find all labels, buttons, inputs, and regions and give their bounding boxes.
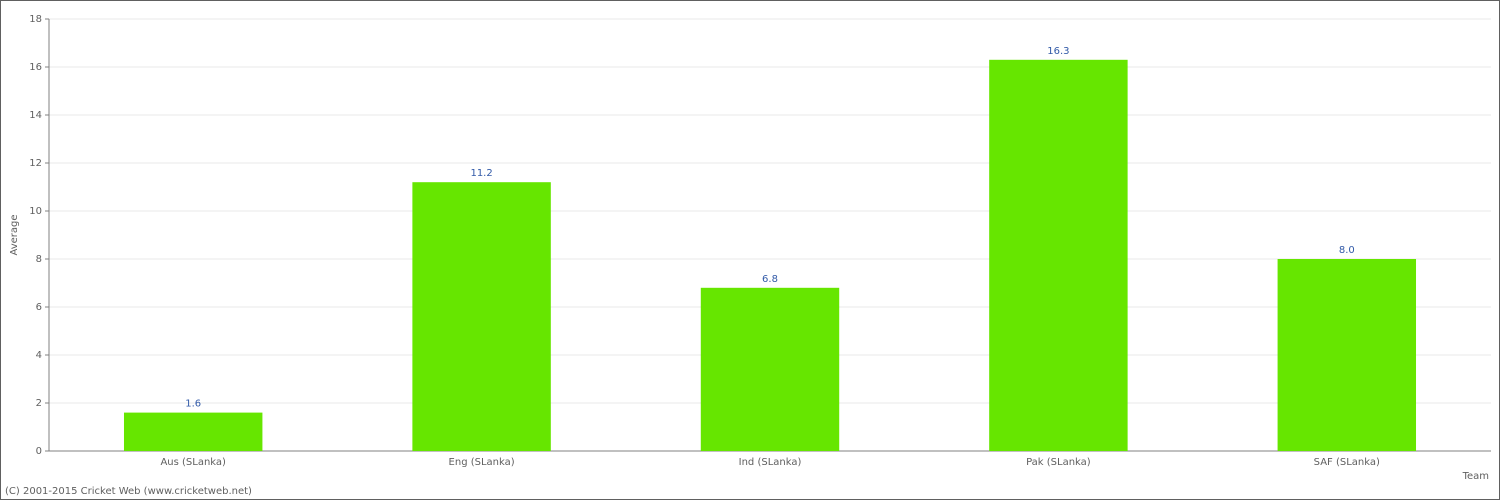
bar-value-label: 6.8 (762, 274, 778, 285)
y-tick-label: 16 (29, 62, 42, 73)
bar-chart: 0 2 4 6 8 10 12 14 16 18 1.6 Aus (SLanka) 11.2 Eng (S… (1, 1, 1500, 501)
y-tick-label: 2 (36, 398, 42, 409)
y-axis-title: Average (9, 214, 20, 255)
x-tick-label: Eng (SLanka) (449, 457, 515, 468)
bar-value-label: 11.2 (470, 168, 492, 179)
bar-value-label: 16.3 (1047, 46, 1069, 57)
bar-value-label: 8.0 (1339, 245, 1355, 256)
bar (412, 182, 550, 451)
y-tick-label: 18 (29, 14, 42, 25)
bar-value-label: 1.6 (185, 399, 201, 410)
y-tick-label: 4 (36, 350, 42, 361)
y-tick-label: 14 (29, 110, 42, 121)
chart-container: 0 2 4 6 8 10 12 14 16 18 1.6 Aus (SLanka) 11.2 Eng (S… (0, 0, 1500, 500)
x-tick-label: Ind (SLanka) (739, 457, 802, 468)
x-tick-label: SAF (SLanka) (1314, 457, 1380, 468)
bar (1278, 259, 1416, 451)
y-tick-label: 6 (36, 302, 42, 313)
footer-credit: (C) 2001-2015 Cricket Web (www.cricketwe… (5, 486, 252, 497)
y-tick-label: 8 (36, 254, 42, 265)
bar (124, 413, 262, 451)
bar (701, 288, 839, 451)
x-tick-label: Aus (SLanka) (160, 457, 226, 468)
y-tick-label: 12 (29, 158, 42, 169)
y-tick-label: 0 (36, 446, 42, 457)
y-tick-label: 10 (29, 206, 42, 217)
bar (989, 60, 1127, 451)
x-axis-title: Team (1462, 471, 1489, 482)
x-tick-label: Pak (SLanka) (1026, 457, 1091, 468)
